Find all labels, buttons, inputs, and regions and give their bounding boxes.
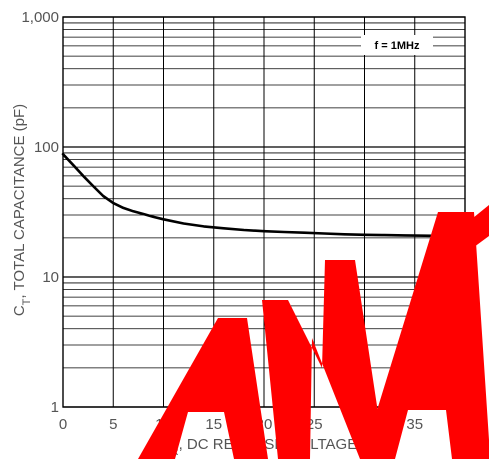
annotation-label: f = 1MHz [375, 40, 420, 52]
x-axis-title: VR, DC REVERSE VOLTAGE (V) [161, 436, 382, 458]
x-tick-label: 35 [406, 416, 423, 433]
y-tick-label: 1,000 [21, 9, 59, 26]
y-tick-label: 10 [42, 269, 59, 286]
series-line [61, 152, 467, 238]
y-axis-title: CT, TOTAL CAPACITANCE (pF) [11, 104, 33, 316]
frequency-annotation: f = 1MHz [361, 35, 433, 55]
x-tick-label: 0 [59, 416, 67, 433]
x-tick-labels: 0510152025303540 [59, 416, 474, 433]
x-tick-label: 15 [205, 416, 222, 433]
watermark [138, 205, 489, 459]
x-tick-label: 5 [109, 416, 117, 433]
plot-area [61, 152, 467, 238]
y-tick-label: 100 [34, 139, 59, 156]
grid [62, 16, 466, 408]
y-tick-labels: 1 10 100 1,000 [21, 9, 59, 416]
y-tick-label: 1 [51, 399, 59, 416]
annotation-background [361, 35, 433, 55]
